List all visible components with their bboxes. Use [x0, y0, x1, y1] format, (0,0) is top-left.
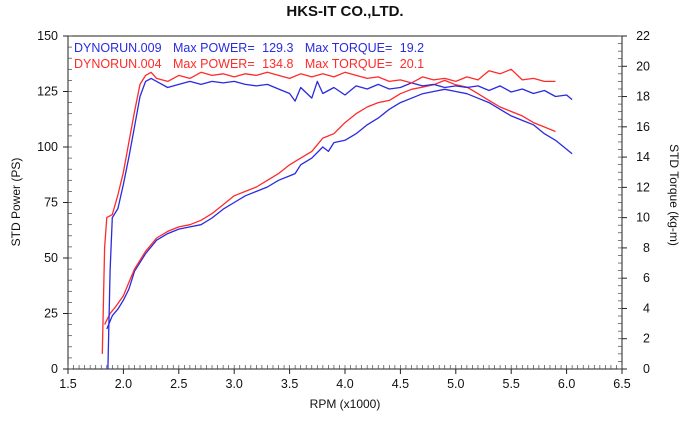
y-right-tick-label: 16: [636, 120, 650, 134]
plot-frame: [67, 35, 623, 370]
x-tick-label: 1.5: [59, 377, 76, 391]
y-right-tick-label: 2: [643, 332, 650, 346]
legend-power-value: 129.3: [262, 41, 293, 55]
y-right-tick-label: 6: [643, 271, 650, 285]
torque-series-line: [107, 77, 573, 370]
y-right-tick-label: 12: [636, 180, 650, 194]
axis-ticks: [63, 35, 627, 374]
y-left-tick-label: 0: [51, 362, 58, 376]
legend-torque-label: Max TORQUE=: [305, 41, 392, 55]
legend-run-name: DYNORUN.004: [74, 57, 162, 71]
y-right-tick-label: 22: [636, 29, 650, 43]
legend-power-label: Max POWER=: [173, 57, 255, 71]
x-tick-label: 2.0: [115, 377, 132, 391]
x-tick-label: 2.5: [170, 377, 187, 391]
legend: DYNORUN.009 Max POWER= 129.3 Max TORQUE=…: [74, 41, 424, 71]
legend-power-value: 134.8: [262, 57, 293, 71]
y-axis-right-label: STD Torque (kg-m): [667, 144, 681, 246]
x-tick-label: 4.5: [392, 377, 409, 391]
power-series-line: [104, 79, 556, 325]
x-tick-label: 4.0: [336, 377, 353, 391]
series-lines: [101, 68, 573, 370]
legend-torque-value: 19.2: [400, 41, 424, 55]
y-right-tick-label: 0: [643, 362, 650, 376]
y-right-tick-label: 20: [636, 59, 650, 73]
torque-series-line: [101, 68, 556, 354]
y-right-tick-label: 8: [643, 241, 650, 255]
x-tick-label: 3.5: [281, 377, 298, 391]
power-series-line: [106, 88, 573, 330]
y-left-tick-label: 125: [37, 85, 58, 99]
x-tick-label: 6.5: [613, 377, 630, 391]
axis-tick-labels: 1.5 2.0 2.5 3.0 3.5 4.0 4.5 5.0 5.5 6.0 6.5 0 25 50 75…: [37, 29, 650, 391]
x-tick-label: 6.0: [558, 377, 575, 391]
y-left-tick-label: 100: [37, 140, 58, 154]
x-tick-label: 5.5: [503, 377, 520, 391]
y-right-tick-label: 14: [636, 150, 650, 164]
legend-power-label: Max POWER=: [173, 41, 255, 55]
y-left-tick-label: 25: [44, 307, 58, 321]
legend-entry-2: DYNORUN.004 Max POWER= 134.8 Max TORQUE=…: [74, 57, 424, 71]
y-right-tick-label: 10: [636, 211, 650, 225]
y-left-tick-label: 150: [37, 29, 58, 43]
chart-title: HKS-IT CO.,LTD.: [286, 3, 403, 20]
legend-torque-label: Max TORQUE=: [305, 57, 392, 71]
legend-run-name: DYNORUN.009: [74, 41, 162, 55]
legend-torque-value: 20.1: [400, 57, 424, 71]
y-left-tick-label: 75: [44, 196, 58, 210]
x-axis-label: RPM (x1000): [310, 397, 381, 411]
x-tick-label: 5.0: [447, 377, 464, 391]
legend-entry-1: DYNORUN.009 Max POWER= 129.3 Max TORQUE=…: [74, 41, 424, 55]
y-axis-left-label: STD Power (PS): [9, 158, 23, 247]
y-right-tick-label: 4: [643, 301, 650, 315]
y-right-tick-label: 18: [636, 90, 650, 104]
y-left-tick-label: 50: [44, 251, 58, 265]
x-tick-label: 3.0: [226, 377, 243, 391]
